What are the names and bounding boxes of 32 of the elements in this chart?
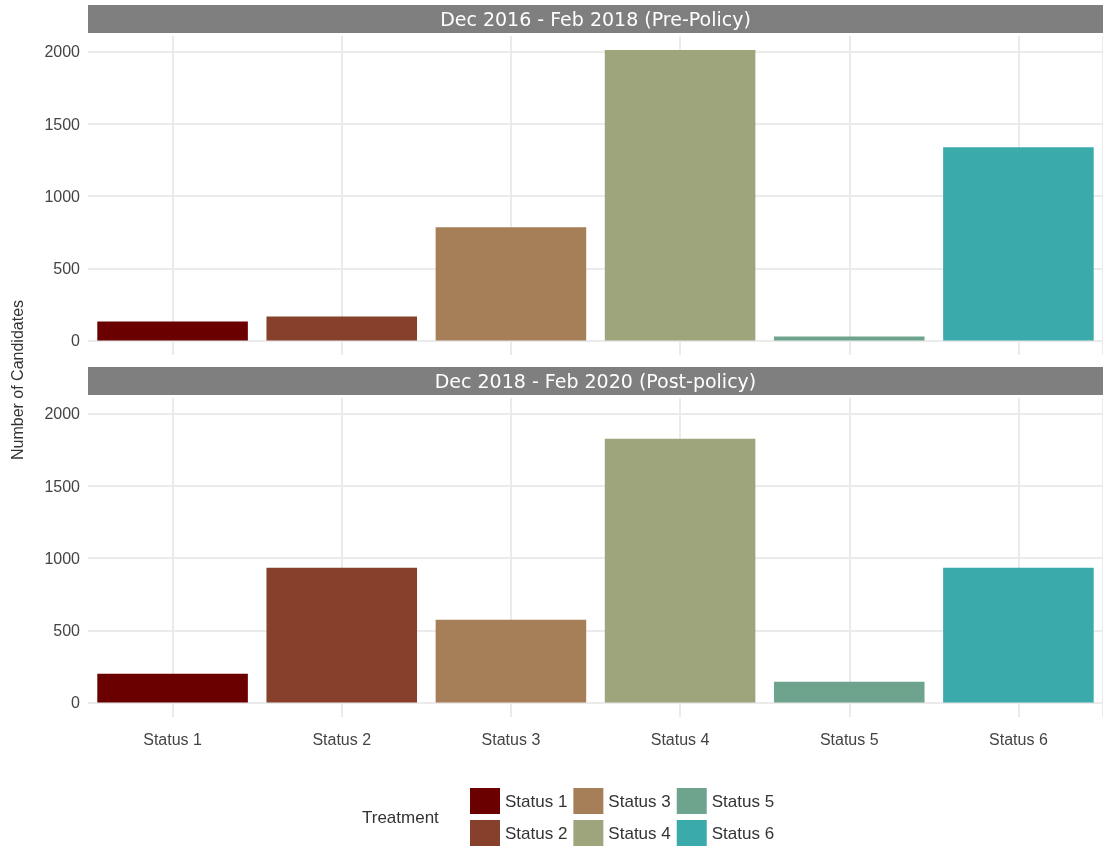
legend-label: Status 1	[505, 791, 568, 811]
x-tick-label: Status 3	[481, 730, 541, 748]
legend-title: Treatment	[362, 808, 440, 827]
x-tick-label: Status 4	[650, 730, 710, 748]
y-tick-label: 2000	[44, 43, 81, 61]
y-tick-label: 0	[71, 694, 81, 712]
y-axis-title: Number of Candidates	[9, 299, 27, 461]
y-tick-label: 1000	[44, 187, 81, 205]
y-tick-label: 500	[53, 621, 81, 639]
y-tick-label: 0	[71, 332, 81, 350]
bar	[943, 147, 1094, 341]
x-tick-label: Status 6	[989, 730, 1048, 748]
bar	[435, 227, 587, 341]
bar	[773, 336, 925, 341]
legend-label: Status 2	[505, 823, 568, 843]
x-tick-label: Status 1	[143, 730, 203, 748]
y-tick-label: 1000	[44, 549, 81, 567]
y-tick-label: 500	[53, 259, 81, 277]
legend-label: Status 5	[711, 791, 775, 811]
legend-label: Status 6	[711, 823, 775, 843]
bar	[97, 321, 248, 341]
legend-label: Status 4	[608, 823, 671, 843]
x-tick-label: Status 2	[312, 730, 372, 748]
chart-title: Dec 2018 - Feb 2020 (Post-policy)	[88, 367, 1103, 395]
y-tick-label: 1500	[44, 477, 81, 495]
y-tick-label: 1500	[44, 115, 81, 133]
chart-title: Dec 2016 - Feb 2018 (Pre-Policy)	[88, 5, 1103, 33]
bar	[266, 316, 418, 341]
bar	[604, 50, 756, 341]
x-tick-label: Status 5	[819, 730, 879, 748]
y-tick-label: 2000	[44, 405, 81, 423]
legend-label: Status 3	[608, 791, 671, 811]
